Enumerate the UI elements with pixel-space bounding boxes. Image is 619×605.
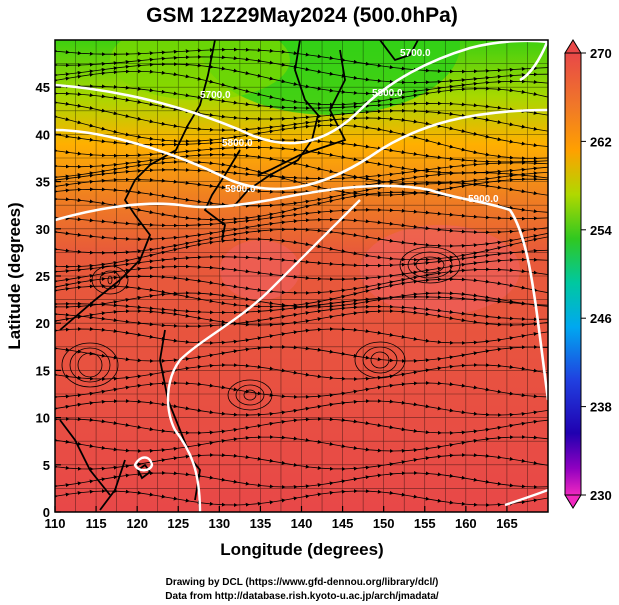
streamline [55, 380, 548, 400]
x-axis-ticks: 110 115 120 125 130 135 140 145 150 155 160 165 [45, 506, 518, 531]
colorbar-tick-label: 230 [590, 488, 612, 503]
geopotential-contours [55, 40, 548, 401]
x-axis-label: Longitude (degrees) [220, 540, 383, 559]
x-tick-label: 140 [291, 516, 313, 531]
y-tick-label: 5 [43, 458, 50, 473]
x-tick-label: 165 [496, 516, 518, 531]
colorbar-tick-label: 270 [590, 46, 612, 61]
x-tick-label: 125 [167, 516, 189, 531]
streamline [55, 453, 548, 472]
y-tick-label: 0 [43, 505, 50, 520]
x-tick-label: 155 [414, 516, 436, 531]
contour-label: 5700.0 [400, 48, 431, 59]
circulation-eddy [399, 246, 461, 284]
y-tick-label: 10 [36, 411, 50, 426]
y-axis-ticks: 0 5 10 15 20 25 30 35 40 45 [36, 80, 61, 520]
streamline [55, 416, 548, 435]
streamline [55, 309, 548, 327]
y-tick-label: 25 [36, 269, 50, 284]
x-tick-label: 130 [208, 516, 230, 531]
streamline [55, 470, 548, 489]
contour-label: 5800.0 [372, 88, 403, 99]
circulation-eddy [407, 251, 453, 279]
contour-label: 5900.0 [468, 194, 499, 205]
x-tick-label: 120 [126, 516, 148, 531]
colorbar-tick-label: 246 [590, 311, 612, 326]
colorbar-scale [564, 52, 582, 496]
colorbar-bottom-arrow [564, 494, 582, 509]
circulation-eddy [415, 256, 445, 274]
credit-drawing: Drawing by DCL (https://www.gfd-dennou.o… [166, 577, 439, 588]
x-tick-label: 115 [86, 516, 107, 531]
colorbar-tick-label: 238 [590, 400, 612, 415]
x-tick-label: 145 [332, 516, 354, 531]
streamline [55, 327, 548, 345]
x-tick-label: 150 [373, 516, 395, 531]
contour-label: 5800.0 [222, 138, 253, 149]
colorbar-tick-label: 254 [590, 223, 612, 238]
y-axis-label: Latitude (degrees) [5, 202, 24, 349]
colorbar-tick-label: 262 [590, 134, 612, 149]
x-tick-label: 135 [250, 516, 272, 531]
circulation-eddy [107, 275, 113, 285]
x-tick-label: 110 [45, 516, 66, 531]
map-title: GSM 12Z29May2024 (500.0hPa) [146, 4, 458, 27]
y-tick-label: 30 [36, 222, 50, 237]
streamline [55, 435, 548, 453]
y-tick-label: 40 [36, 127, 50, 142]
wind-streamlines [55, 47, 548, 508]
y-tick-label: 15 [36, 363, 50, 378]
colorbar: 230 238 246 254 262 270 [564, 39, 612, 509]
colorbar-top-arrow [564, 39, 582, 54]
y-tick-label: 45 [36, 80, 50, 95]
streamline [55, 363, 548, 382]
contour-5900-south [133, 199, 548, 512]
streamline [55, 344, 548, 363]
streamline [55, 398, 548, 418]
contour-label: 5700.0 [200, 90, 231, 101]
contour-labels: 5700.0 5800.0 5900.0 5900.0 5800.0 5700.… [200, 48, 499, 205]
streamline [55, 290, 548, 309]
streamline [55, 489, 548, 508]
y-tick-label: 35 [36, 175, 50, 190]
x-tick-label: 160 [455, 516, 477, 531]
plot-area: 5700.0 5800.0 5900.0 5900.0 5800.0 5700.… [55, 40, 548, 512]
y-tick-label: 20 [36, 316, 50, 331]
credit-data: Data from http://database.rish.kyoto-u.a… [165, 591, 439, 602]
contour-label: 5900.0 [225, 184, 256, 195]
